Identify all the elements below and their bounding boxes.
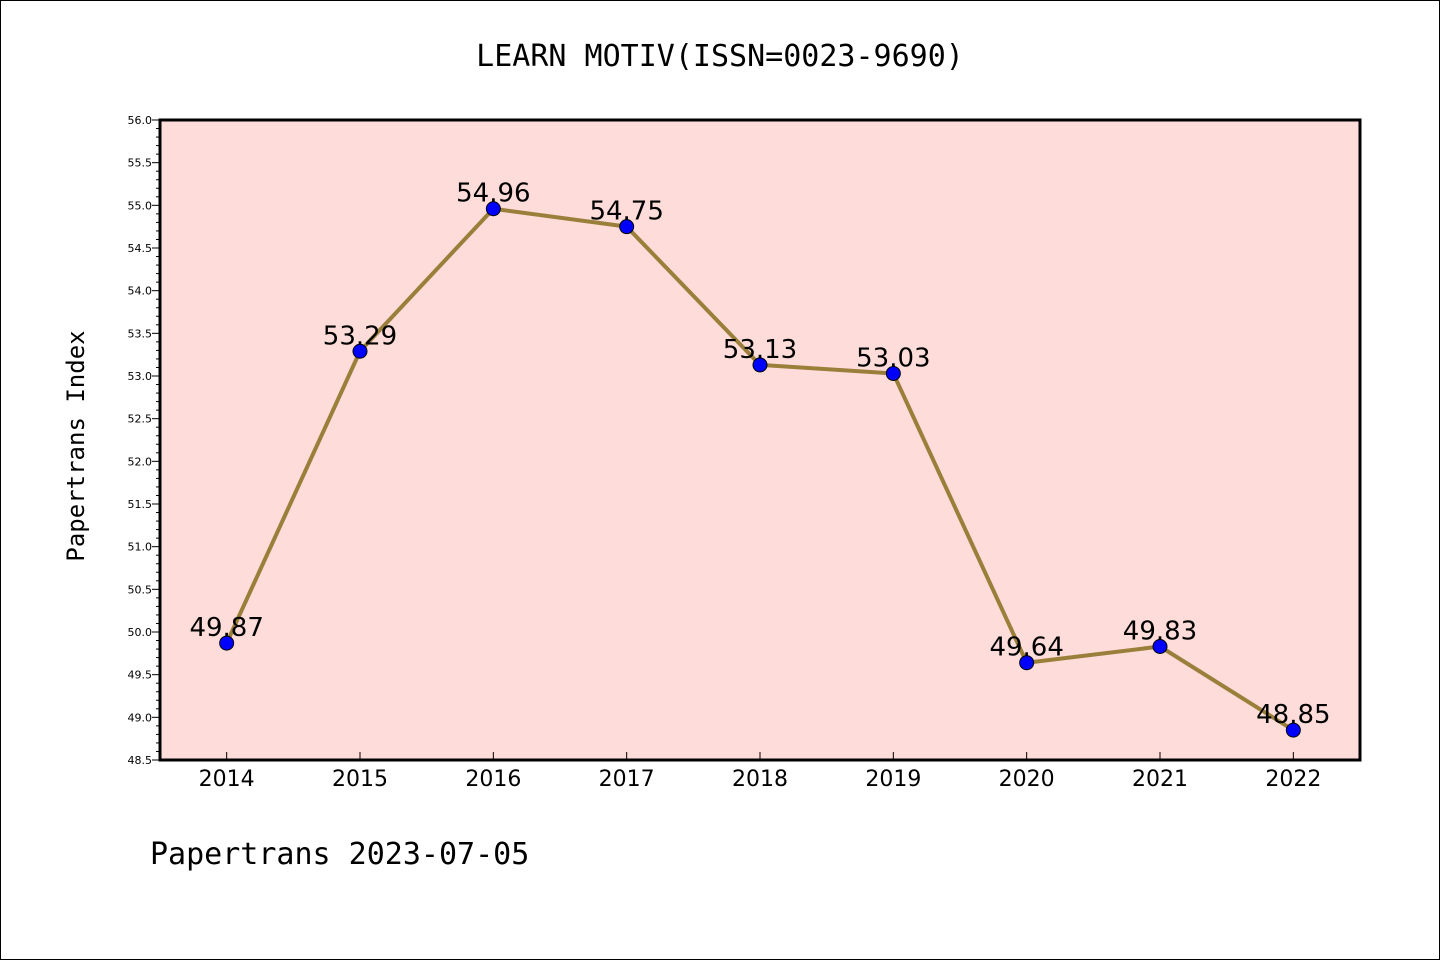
y-tick-label: 53.5 bbox=[128, 327, 153, 340]
data-point-marker bbox=[619, 219, 635, 235]
data-point-marker bbox=[885, 365, 901, 381]
y-tick-label: 54.0 bbox=[128, 285, 153, 298]
data-label: 48.85 bbox=[1256, 700, 1330, 730]
x-tick-label: 2021 bbox=[1132, 767, 1188, 792]
data-point-marker bbox=[1152, 639, 1168, 655]
data-point-marker bbox=[1019, 655, 1035, 671]
x-tick-label: 2017 bbox=[599, 767, 655, 792]
x-tick-label: 2020 bbox=[999, 767, 1055, 792]
x-tick-label: 2022 bbox=[1265, 767, 1321, 792]
y-tick-label: 56.0 bbox=[128, 114, 153, 127]
y-tick-label: 52.0 bbox=[128, 455, 153, 468]
data-point-marker bbox=[485, 201, 501, 217]
data-label: 49.87 bbox=[189, 613, 263, 643]
y-tick-label: 49.5 bbox=[128, 669, 153, 682]
x-tick-label: 2019 bbox=[865, 767, 921, 792]
y-axis-label: Papertrans Index bbox=[62, 330, 90, 561]
x-tick-label: 2014 bbox=[199, 767, 255, 792]
x-axis-ticks: 2014 2015 2016 2017 2018 2019 2020 2021 2022 bbox=[199, 752, 1321, 792]
y-tick-label: 55.5 bbox=[128, 157, 153, 170]
x-tick-label: 2018 bbox=[732, 767, 788, 792]
y-tick-label: 49.0 bbox=[128, 711, 153, 724]
data-label: 54.96 bbox=[456, 179, 530, 209]
data-point-marker bbox=[752, 357, 768, 373]
x-tick-label: 2015 bbox=[332, 767, 388, 792]
x-tick-label: 2016 bbox=[465, 767, 521, 792]
y-tick-label: 52.5 bbox=[128, 413, 153, 426]
data-label: 53.13 bbox=[723, 335, 797, 365]
y-tick-label: 50.0 bbox=[128, 626, 153, 639]
series-layer bbox=[219, 201, 1301, 738]
data-point-marker bbox=[1285, 722, 1301, 738]
data-labels: 49.87 53.29 54.96 54.75 53.13 53.03 49.64 49.83… bbox=[189, 179, 1330, 730]
y-tick-label: 51.0 bbox=[128, 541, 153, 554]
y-axis-ticks: 48.5 49.0 49.5 50.0 50.5 51.0 51.5 52.0 52.5 53.0… bbox=[128, 114, 160, 767]
plot-area bbox=[160, 120, 1360, 760]
footer-text: Papertrans 2023-07-05 bbox=[150, 837, 529, 872]
data-point-marker bbox=[352, 343, 368, 359]
data-label: 49.83 bbox=[1123, 617, 1197, 647]
y-tick-label: 55.0 bbox=[128, 199, 153, 212]
y-tick-label: 54.5 bbox=[128, 242, 153, 255]
plot-border bbox=[158, 118, 1362, 762]
data-label: 53.03 bbox=[856, 343, 930, 373]
data-label: 53.29 bbox=[323, 321, 397, 351]
y-tick-label: 48.5 bbox=[128, 754, 153, 767]
data-label: 49.64 bbox=[989, 633, 1063, 663]
y-tick-label: 53.0 bbox=[128, 370, 153, 383]
y-tick-label: 51.5 bbox=[128, 498, 153, 511]
data-point-marker bbox=[219, 635, 235, 651]
chart-title: LEARN MOTIV(ISSN=0023-9690) bbox=[476, 39, 964, 74]
data-label: 54.75 bbox=[589, 197, 663, 227]
y-tick-label: 50.5 bbox=[128, 583, 153, 596]
